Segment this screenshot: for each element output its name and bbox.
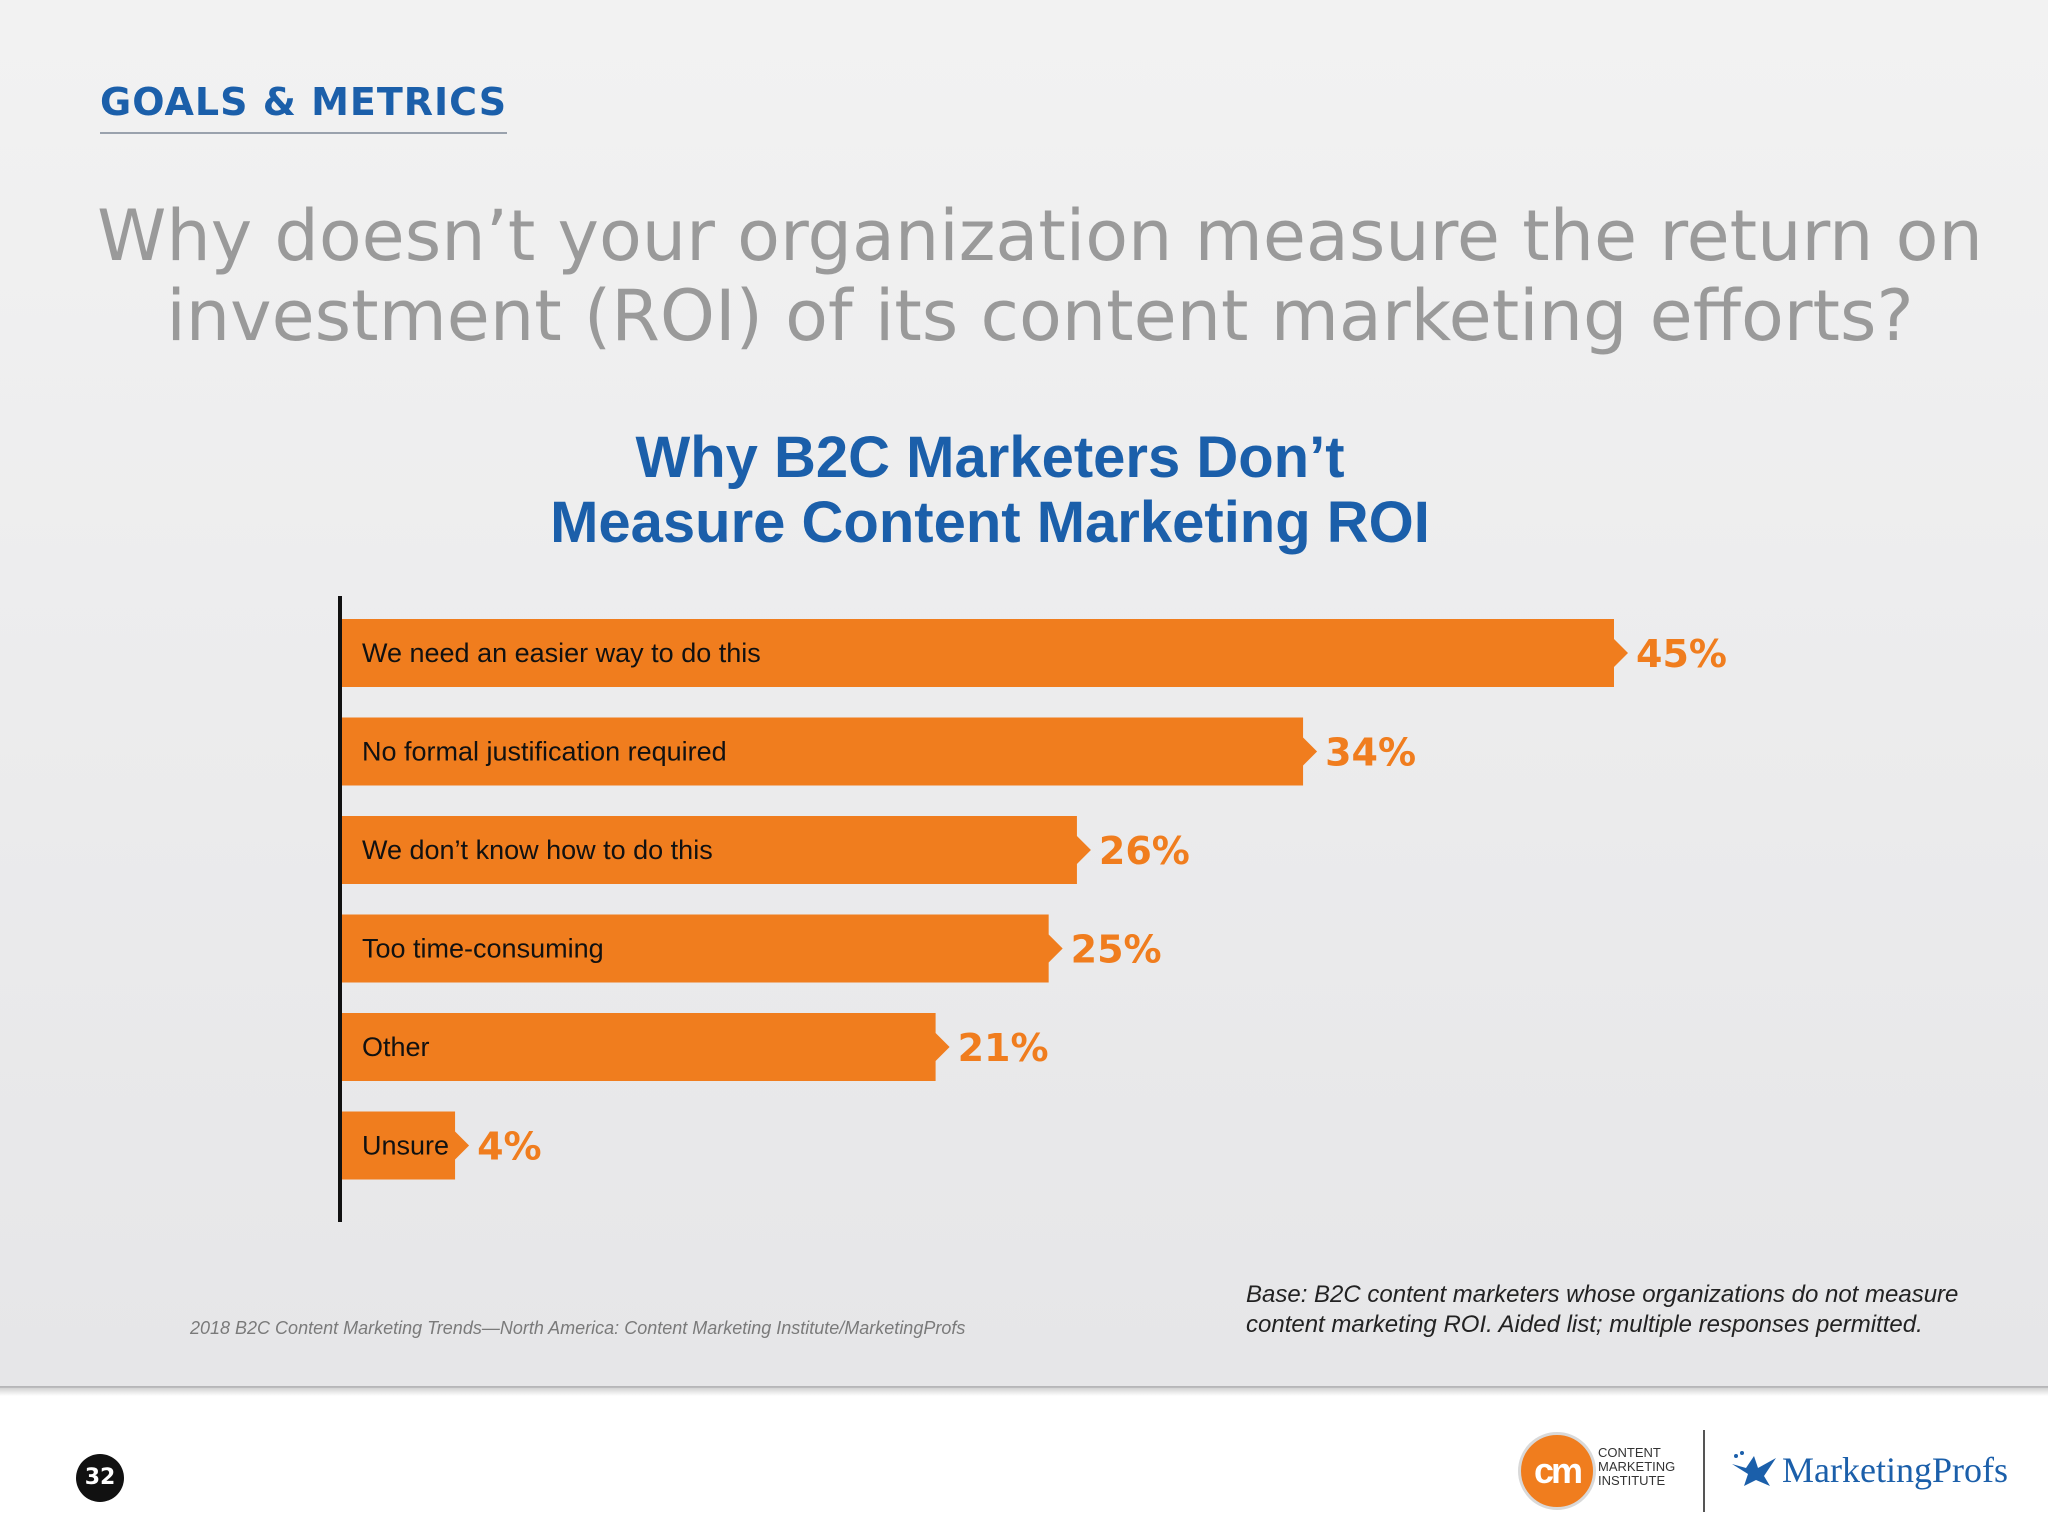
base-note-line-1: Base: B2C content marketers whose organi… xyxy=(1246,1281,1959,1308)
page-number: 32 xyxy=(76,1454,124,1502)
chart-axis-line xyxy=(338,596,342,1222)
value-label-2: 34% xyxy=(1325,731,1416,775)
category-label-3: We don’t know how to do this xyxy=(362,835,713,865)
value-label-4: 25% xyxy=(1071,928,1162,972)
category-label-5: Other xyxy=(362,1032,430,1062)
marketingprofs-wordmark: MarketingProfs xyxy=(1782,1450,2008,1490)
cmi-logo-line-3: INSTITUTE xyxy=(1598,1473,1666,1488)
bird-icon xyxy=(1732,1451,1776,1486)
base-note-line-2: content marketing ROI. Aided list; multi… xyxy=(1246,1311,1923,1338)
bar-2 xyxy=(342,717,1318,786)
bar-3 xyxy=(342,816,1091,884)
source-note: 2018 B2C Content Marketing Trends—North … xyxy=(190,1318,966,1338)
category-label-2: No formal justification required xyxy=(362,737,727,767)
cmi-logo-text: CONTENT MARKETING INSTITUTE xyxy=(1598,1446,1675,1488)
bar-6 xyxy=(342,1111,470,1180)
value-label-3: 26% xyxy=(1099,829,1190,873)
category-label-4: Too time-consuming xyxy=(362,934,604,964)
chart-title: Why B2C Marketers Don’t Measure Content … xyxy=(440,425,1540,555)
logo-divider xyxy=(1703,1430,1705,1512)
section-tag: GOALS & METRICS xyxy=(100,80,508,134)
base-note: Base: B2C content marketers whose organi… xyxy=(1246,1280,1966,1340)
bar-1 xyxy=(342,619,1628,687)
cmi-logo-mark: cm xyxy=(1533,1450,1583,1491)
bar-5 xyxy=(342,1013,950,1081)
value-label-5: 21% xyxy=(958,1026,1049,1070)
category-label-1: We need an easier way to do this xyxy=(362,638,761,668)
slide-divider-shadow xyxy=(0,1386,2048,1396)
page-question: Why doesn’t your organization measure th… xyxy=(90,196,1990,356)
value-label-6: 4% xyxy=(477,1125,542,1169)
bar-chart: We need an easier way to do this 45% No fo… xyxy=(338,596,1727,1222)
bar-4 xyxy=(342,914,1063,983)
category-label-6: Unsure xyxy=(362,1131,449,1161)
chart-title-line-1: Why B2C Marketers Don’t xyxy=(635,425,1345,490)
value-label-1: 45% xyxy=(1636,632,1727,676)
question-line-1: Why doesn’t your organization measure th… xyxy=(97,195,1983,277)
cmi-logo: cm xyxy=(1518,1432,1596,1510)
cmi-logo-line-2: MARKETING xyxy=(1598,1459,1676,1474)
chart-title-line-2: Measure Content Marketing ROI xyxy=(550,490,1430,555)
cmi-logo-line-1: CONTENT xyxy=(1598,1445,1661,1460)
question-line-2: investment (ROI) of its content marketin… xyxy=(166,275,1914,357)
